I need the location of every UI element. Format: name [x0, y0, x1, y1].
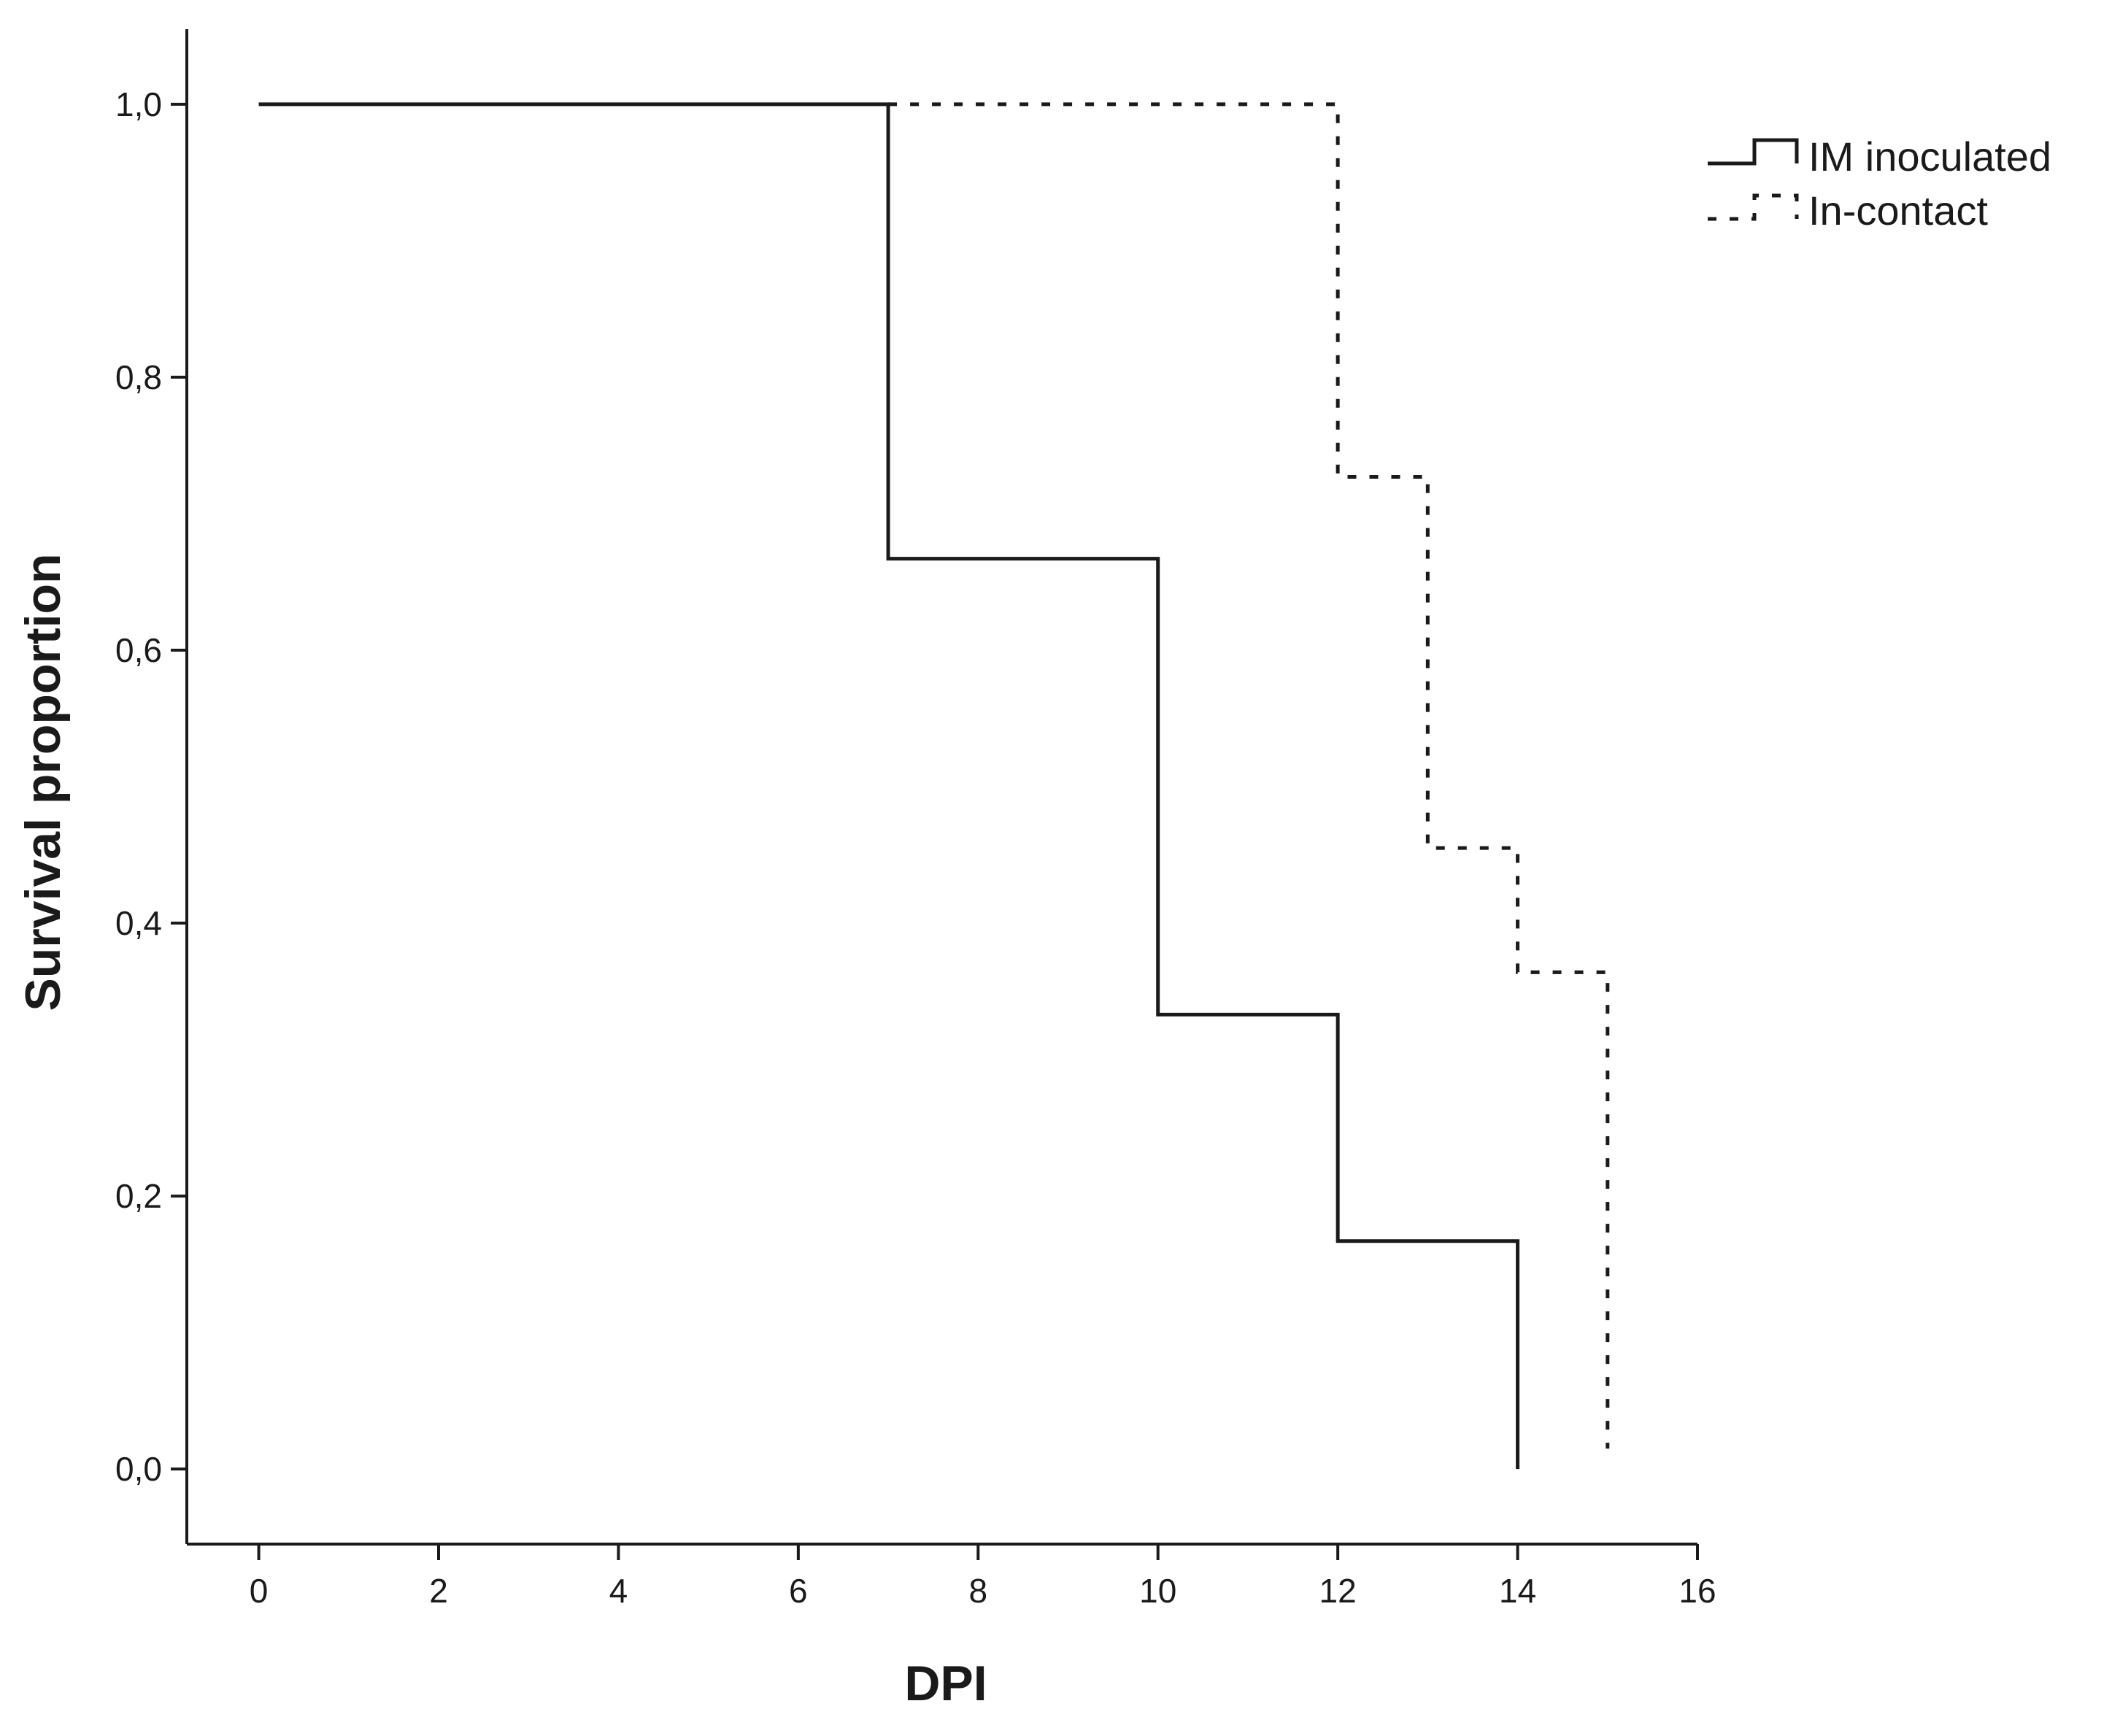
y-tick-label: 0,4 — [115, 904, 162, 942]
tick-labels: 0 2 4 6 8 10 12 14 16 0,0 0,2 0,4 0,6 0,8 1,0 — [115, 85, 1716, 1610]
legend-key-in-contact — [1708, 193, 1799, 221]
y-axis-title: Survival proportion — [15, 553, 71, 1011]
series-lines — [258, 102, 1610, 1470]
y-tick-label: 0,8 — [115, 358, 162, 396]
legend-label-in-contact: In-contact — [1808, 188, 1988, 234]
y-tick-label: 0,6 — [115, 631, 162, 669]
y-tick-label: 1,0 — [115, 85, 162, 123]
x-axis-title: DPI — [904, 1656, 987, 1711]
x-tick-label: 14 — [1499, 1572, 1536, 1610]
legend: IM inoculated In-contact — [1708, 134, 2051, 234]
y-tick-label: 0,2 — [115, 1177, 162, 1215]
legend-label-im-inoculated: IM inoculated — [1808, 134, 2051, 180]
x-tick-label: 6 — [789, 1572, 808, 1610]
x-tick-label: 4 — [609, 1572, 628, 1610]
x-tick-label: 8 — [968, 1572, 987, 1610]
x-tick-label: 12 — [1319, 1572, 1357, 1610]
legend-key-im-inoculated — [1708, 138, 1799, 166]
series-in-contact-line — [888, 102, 1610, 1449]
series-im-inoculated-line — [258, 102, 1520, 1470]
x-tick-label: 0 — [250, 1572, 269, 1610]
y-tick-label: 0,0 — [115, 1450, 162, 1488]
x-tick-label: 2 — [429, 1572, 448, 1610]
x-tick-label: 16 — [1679, 1572, 1716, 1610]
x-tick-label: 10 — [1139, 1572, 1176, 1610]
axes — [171, 29, 1699, 1560]
